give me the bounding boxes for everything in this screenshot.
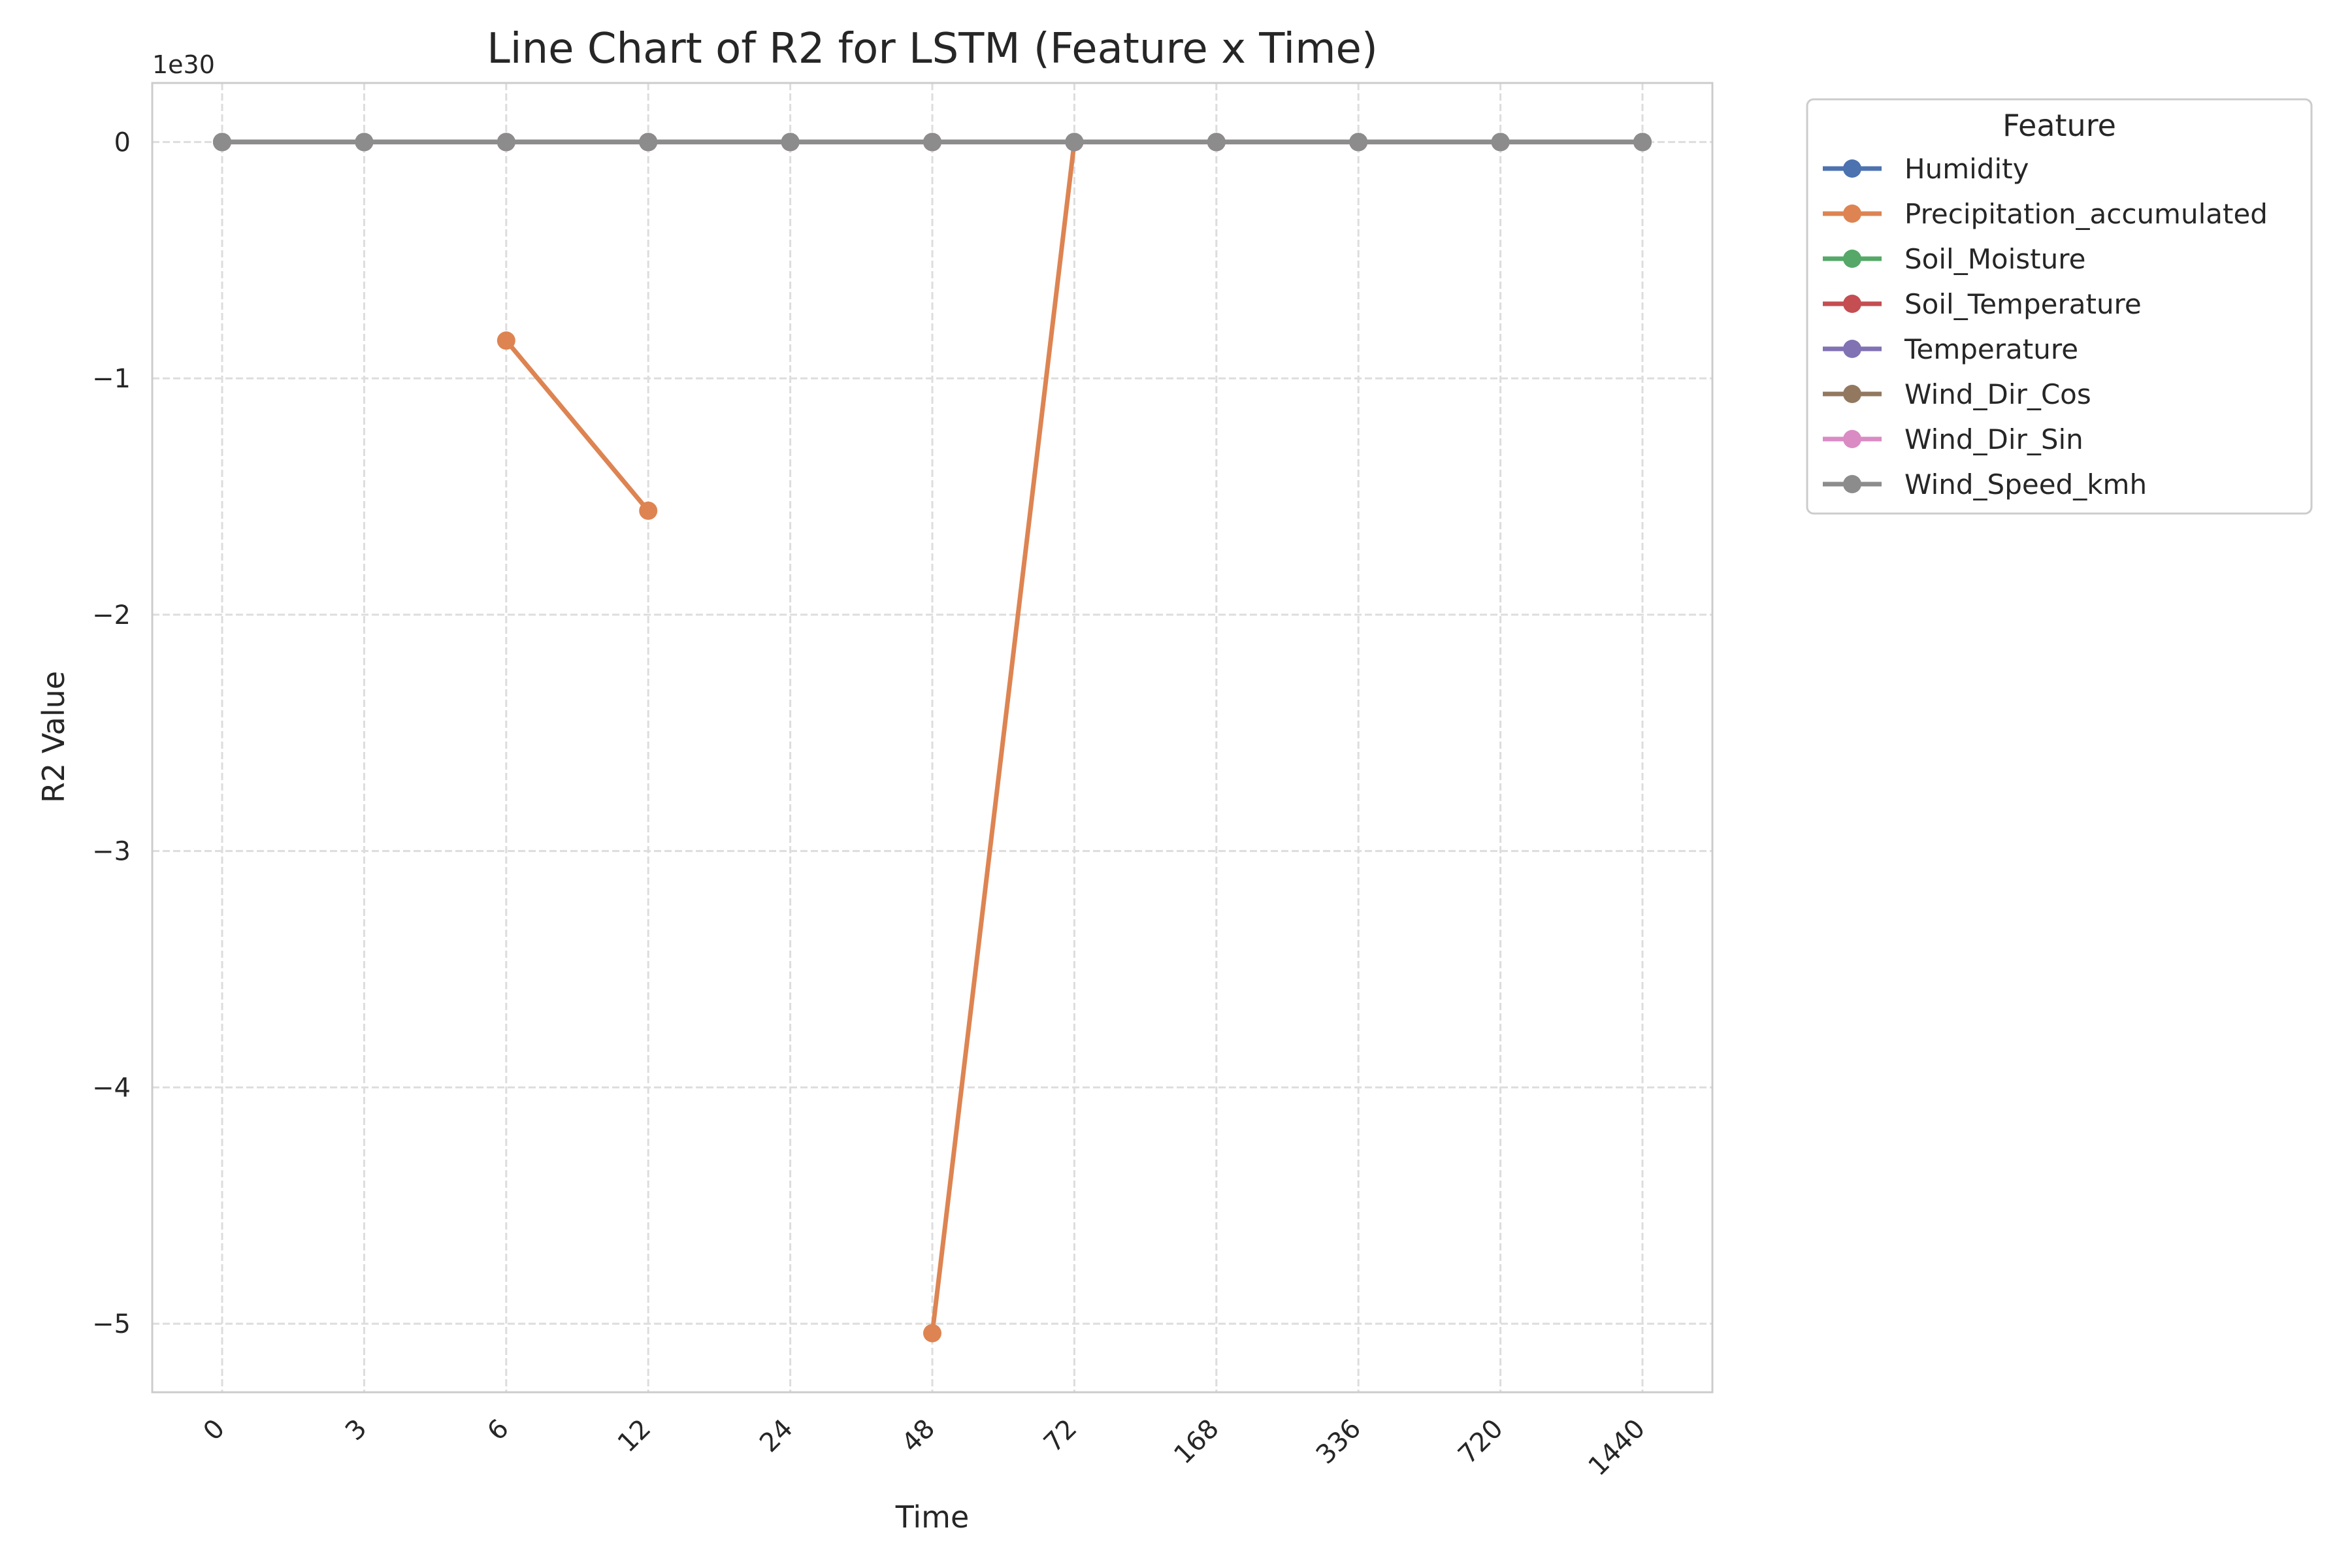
x-axis-label: Time bbox=[895, 1499, 970, 1535]
y-tick-label: −2 bbox=[92, 600, 131, 630]
data-point-wind-speed-kmh bbox=[781, 133, 800, 152]
series-line-precipitation-accumulated bbox=[504, 338, 651, 514]
legend-label-humidity: Humidity bbox=[1904, 153, 2029, 185]
data-point-wind-speed-kmh bbox=[1633, 133, 1652, 152]
data-point-wind-speed-kmh bbox=[1065, 133, 1084, 152]
legend-label-temperature: Temperature bbox=[1904, 333, 2078, 365]
y-tick-label: −5 bbox=[92, 1309, 131, 1339]
data-point-wind-speed-kmh bbox=[497, 133, 515, 152]
legend-label-wind-dir-cos: Wind_Dir_Cos bbox=[1904, 378, 2091, 410]
legend-marker-wind-dir-sin bbox=[1843, 430, 1861, 448]
legend-label-soil-temperature: Soil_Temperature bbox=[1904, 288, 2142, 320]
data-point-wind-speed-kmh bbox=[639, 133, 658, 152]
y-tick-label: 0 bbox=[114, 127, 131, 157]
data-point-wind-speed-kmh bbox=[213, 133, 231, 152]
legend-label-wind-speed-kmh: Wind_Speed_kmh bbox=[1904, 468, 2147, 500]
legend-title: Feature bbox=[2002, 108, 2116, 143]
data-point-precipitation-accumulated bbox=[639, 501, 658, 520]
chart-title: Line Chart of R2 for LSTM (Feature x Tim… bbox=[487, 25, 1378, 73]
legend: Feature Humidity Precipitation_accumulate… bbox=[1806, 98, 2313, 515]
legend-marker-humidity bbox=[1843, 159, 1861, 178]
y-tick-label: −4 bbox=[92, 1073, 131, 1103]
series-line-precipitation-accumulated bbox=[930, 139, 1077, 1336]
data-point-wind-speed-kmh bbox=[355, 133, 374, 152]
legend-frame bbox=[1806, 98, 2313, 515]
data-point-wind-speed-kmh bbox=[1491, 133, 1510, 152]
data-point-wind-speed-kmh bbox=[1207, 133, 1226, 152]
legend-marker-wind-speed-kmh bbox=[1843, 475, 1861, 493]
y-axis-offset-label: 1e30 bbox=[152, 50, 215, 79]
data-point-precipitation-accumulated bbox=[923, 1324, 941, 1343]
y-axis-tick-labels: 0 −1 −2 −3 −4 −5 bbox=[92, 127, 131, 1339]
data-point-wind-speed-kmh bbox=[1349, 133, 1368, 152]
data-point-wind-speed-kmh bbox=[923, 133, 941, 152]
legend-items: Humidity Precipitation_accumulated Soil_Mo… bbox=[1823, 153, 2268, 500]
plot-area-frame bbox=[151, 82, 1714, 1394]
legend-marker-precipitation-accumulated bbox=[1843, 204, 1861, 223]
y-tick-label: −1 bbox=[92, 364, 131, 394]
legend-marker-temperature bbox=[1843, 340, 1861, 358]
legend-label-wind-dir-sin: Wind_Dir_Sin bbox=[1904, 423, 2083, 455]
legend-marker-soil-temperature bbox=[1843, 295, 1861, 313]
y-tick-label: −3 bbox=[92, 837, 131, 867]
legend-marker-wind-dir-cos bbox=[1843, 385, 1861, 403]
data-point-precipitation-accumulated bbox=[497, 331, 515, 350]
legend-marker-soil-moisture bbox=[1843, 250, 1861, 268]
legend-label-soil-moisture: Soil_Moisture bbox=[1904, 243, 2085, 275]
y-axis-label: R2 Value bbox=[36, 671, 71, 803]
series-lines bbox=[213, 133, 1652, 1343]
legend-label-precipitation-accumulated: Precipitation_accumulated bbox=[1904, 198, 2268, 230]
